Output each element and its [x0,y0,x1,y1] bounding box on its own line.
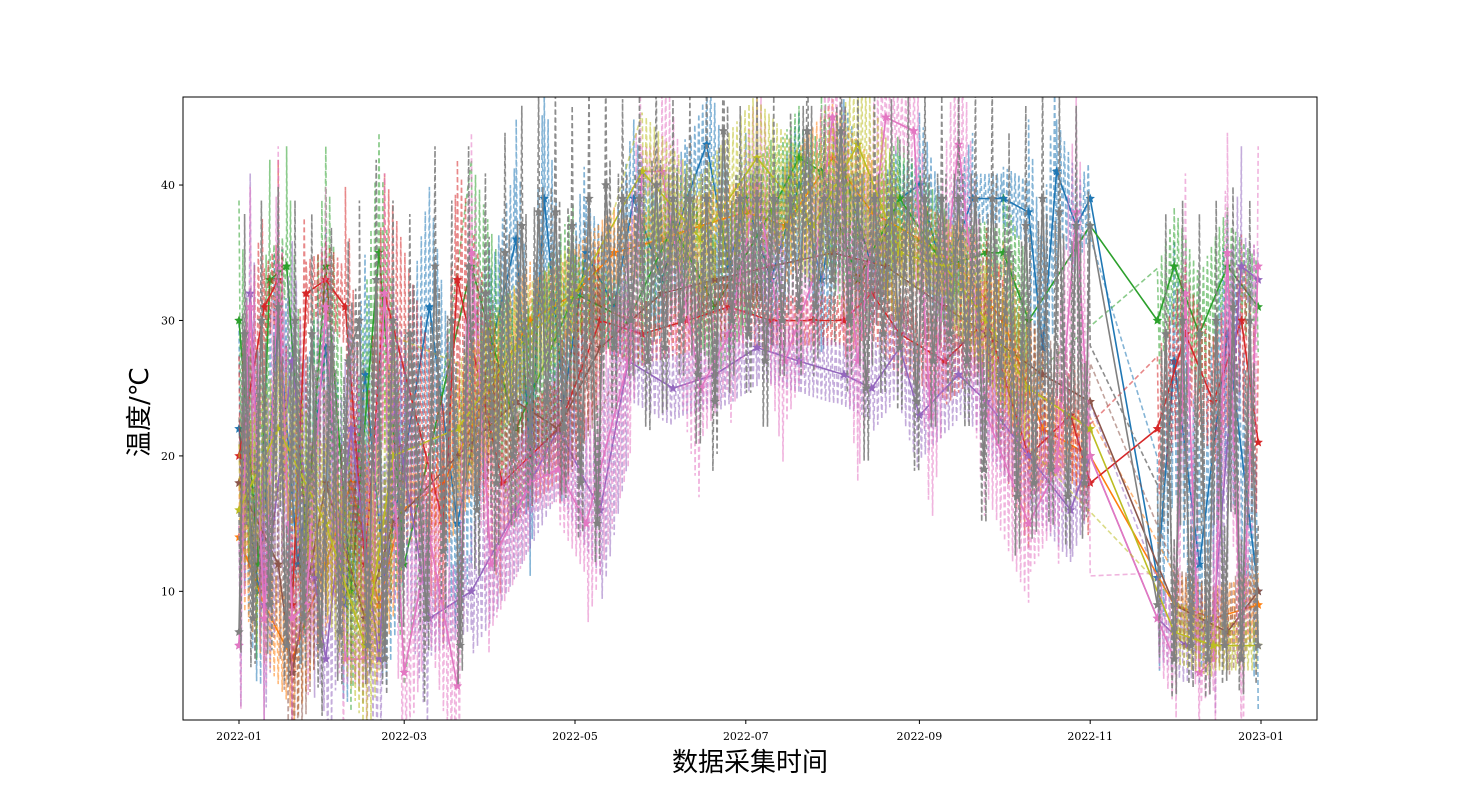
x-tick-label: 2022-05 [552,730,598,743]
x-axis-label: 数据采集时间 [672,748,828,778]
data-point-marker [1051,166,1062,176]
y-tick-label: 20 [161,450,175,463]
y-axis-label: 温度/℃ [125,367,155,457]
data-point-marker [301,288,311,298]
data-point-marker [234,315,244,325]
data-point-marker [539,193,549,203]
x-tick-label: 2022-07 [723,730,769,743]
data-point-marker [1253,437,1263,447]
data-point-marker [511,234,521,244]
data-point-marker [895,193,905,203]
series-layer [234,97,1263,720]
data-point-marker [998,193,1009,203]
x-tick-label: 2023-01 [1238,730,1284,743]
data-point-marker [1169,261,1179,271]
data-point-marker [281,261,292,271]
data-point-marker [424,301,435,311]
y-tick-label: 40 [161,179,175,192]
x-tick-label: 2022-03 [381,730,427,743]
data-point-marker [1194,559,1205,569]
data-point-marker [452,274,463,284]
data-point-marker [1152,315,1163,325]
data-point-marker [1152,423,1163,433]
series-dense-trace [238,97,1259,712]
x-tick-label: 2022-09 [897,730,943,743]
y-tick-label: 10 [161,585,175,598]
x-tick-label: 2022-01 [216,730,262,743]
y-tick-label: 30 [161,314,175,327]
data-point-marker [701,139,712,149]
x-tick-label: 2022-11 [1067,730,1113,743]
